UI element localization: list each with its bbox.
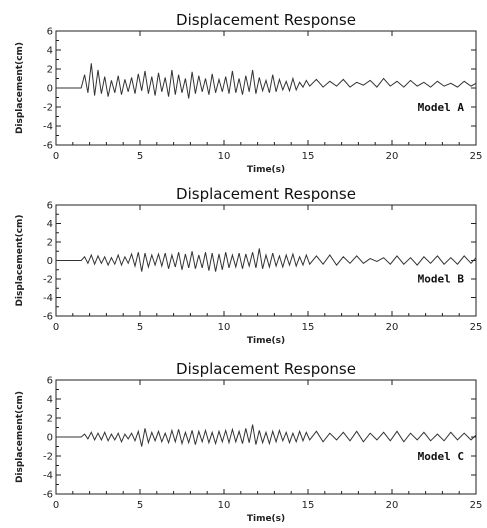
y-tick-label: -4 xyxy=(43,122,53,133)
x-tick-label: 10 xyxy=(218,151,231,162)
x-tick-label: 0 xyxy=(53,151,59,162)
y-axis-label: Displacement(cm) xyxy=(15,214,25,306)
x-tick-label: 25 xyxy=(470,322,483,333)
y-tick-label: 4 xyxy=(47,46,53,57)
plot-frame xyxy=(55,30,477,146)
y-tick-label: -2 xyxy=(43,275,53,286)
model-label: Model A xyxy=(418,101,465,114)
x-tick-label: 10 xyxy=(218,322,231,333)
x-tick-label: 20 xyxy=(386,500,399,511)
chart-title: Displacement Response xyxy=(176,360,356,378)
y-tick-label: 2 xyxy=(47,65,53,76)
y-axis-label: Displacement(cm) xyxy=(15,391,25,483)
y-tick-label: -6 xyxy=(43,490,53,501)
x-tick-label: 10 xyxy=(218,500,231,511)
y-tick-label: 0 xyxy=(47,84,53,95)
model-label: Model C xyxy=(418,450,464,463)
chart-title: Displacement Response xyxy=(176,11,356,29)
series-line xyxy=(56,63,477,99)
y-tick-label: 6 xyxy=(47,27,53,38)
series-line xyxy=(56,424,477,447)
y-tick-label: 2 xyxy=(47,414,53,425)
x-tick-label: 0 xyxy=(53,322,59,333)
x-tick-label: 25 xyxy=(470,500,483,511)
x-tick-label: 15 xyxy=(302,322,315,333)
x-tick-label: 5 xyxy=(137,151,143,162)
y-tick-label: -4 xyxy=(43,293,53,304)
y-axis-label: Displacement(cm) xyxy=(15,42,25,134)
y-tick-label: 4 xyxy=(47,219,53,230)
y-tick-label: 0 xyxy=(47,256,53,267)
x-tick-label: 15 xyxy=(302,151,315,162)
x-axis-label: Time(s) xyxy=(247,336,285,346)
y-tick-label: 4 xyxy=(47,395,53,406)
y-tick-label: -2 xyxy=(43,103,53,114)
x-tick-label: 5 xyxy=(137,500,143,511)
y-tick-label: 0 xyxy=(47,433,53,444)
chart-title: Displacement Response xyxy=(176,185,356,203)
y-tick-label: 2 xyxy=(47,238,53,249)
y-tick-label: -6 xyxy=(43,312,53,323)
y-tick-label: 6 xyxy=(47,201,53,212)
plot-frame xyxy=(55,379,477,495)
y-tick-label: -4 xyxy=(43,471,53,482)
x-axis-label: Time(s) xyxy=(247,165,285,175)
x-tick-label: 25 xyxy=(470,151,483,162)
y-tick-label: -6 xyxy=(43,141,53,152)
y-tick-label: -2 xyxy=(43,452,53,463)
model-label: Model B xyxy=(418,273,465,286)
y-tick-label: 6 xyxy=(47,376,53,387)
x-tick-label: 5 xyxy=(137,322,143,333)
series-line xyxy=(56,248,477,272)
x-tick-label: 20 xyxy=(386,151,399,162)
x-tick-label: 20 xyxy=(386,322,399,333)
x-tick-label: 0 xyxy=(53,500,59,511)
x-axis-label: Time(s) xyxy=(247,514,285,524)
x-tick-label: 15 xyxy=(302,500,315,511)
